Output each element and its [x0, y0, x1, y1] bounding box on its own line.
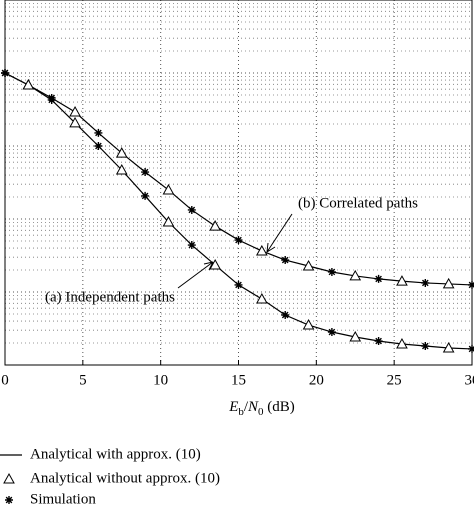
- x-tick-label: 15: [231, 372, 246, 388]
- triangle-marker: [396, 337, 408, 349]
- triangle-marker: [256, 292, 268, 304]
- legend-label: Analytical with approx. (10): [30, 446, 201, 462]
- star-marker: [327, 328, 336, 337]
- plot-frame: [4, 0, 473, 366]
- triangle-marker: [209, 220, 221, 231]
- star-marker: [468, 344, 474, 353]
- triangle-marker: [442, 277, 455, 289]
- star-marker: [47, 95, 56, 104]
- star-marker: [421, 342, 430, 351]
- star-marker: [374, 274, 383, 283]
- x-tick-label: 30: [465, 372, 474, 388]
- star-marker: [421, 278, 430, 287]
- annotation: (b) Correlated paths: [298, 195, 418, 211]
- triangle-marker: [69, 105, 81, 117]
- star-marker: [374, 337, 383, 346]
- x-tick-label: 25: [387, 372, 402, 388]
- star-marker: [281, 311, 290, 320]
- star-marker: [187, 205, 196, 214]
- triangle-marker: [162, 183, 175, 195]
- triangle-marker: [162, 215, 175, 227]
- star-marker: [94, 142, 103, 150]
- star-marker: [234, 236, 243, 245]
- triangle-marker: [209, 259, 221, 270]
- triangle-marker: [302, 318, 315, 330]
- triangle-marker: [442, 341, 455, 353]
- x-axis-label-part: N: [247, 399, 259, 415]
- x-axis-label: Eb/N0 (dB): [228, 399, 295, 417]
- triangle-marker: [115, 147, 128, 158]
- annotation-arrow: [266, 213, 293, 253]
- x-axis-label-part: b: [238, 406, 244, 418]
- triangle-marker: [349, 330, 362, 342]
- star-marker: [187, 241, 196, 250]
- x-axis-label-part: (dB): [264, 399, 295, 415]
- star-marker: [234, 280, 243, 289]
- star-marker: [141, 168, 150, 177]
- x-axis-label-part: /: [244, 399, 249, 415]
- annotation: (a) Independent paths: [45, 289, 175, 305]
- legend-label: Analytical without approx. (10): [30, 470, 220, 486]
- star-marker: [468, 280, 474, 289]
- star-marker: [94, 128, 103, 137]
- legend-star: [5, 496, 13, 504]
- x-tick-label: 20: [309, 372, 324, 388]
- triangle-marker: [349, 269, 362, 281]
- x-tick-label: 0: [1, 372, 9, 388]
- x-axis-label-part: E: [228, 399, 238, 415]
- star-marker: [141, 191, 150, 200]
- legend-label: Simulation: [30, 491, 96, 505]
- x-axis-label-part: 0: [258, 406, 264, 418]
- x-tick-label: 10: [153, 372, 168, 388]
- triangle-marker: [69, 116, 81, 128]
- annotation-arrow: [177, 261, 214, 289]
- triangle-marker: [115, 163, 128, 175]
- x-tick-label: 5: [79, 372, 87, 388]
- triangle-marker: [302, 259, 315, 271]
- triangle-marker: [396, 275, 408, 286]
- star-marker: [281, 256, 290, 265]
- triangle-marker: [22, 78, 35, 90]
- legend-triangle: [3, 472, 15, 484]
- star-marker: [327, 267, 336, 276]
- star-marker: [1, 69, 9, 77]
- triangle-marker: [256, 244, 268, 256]
